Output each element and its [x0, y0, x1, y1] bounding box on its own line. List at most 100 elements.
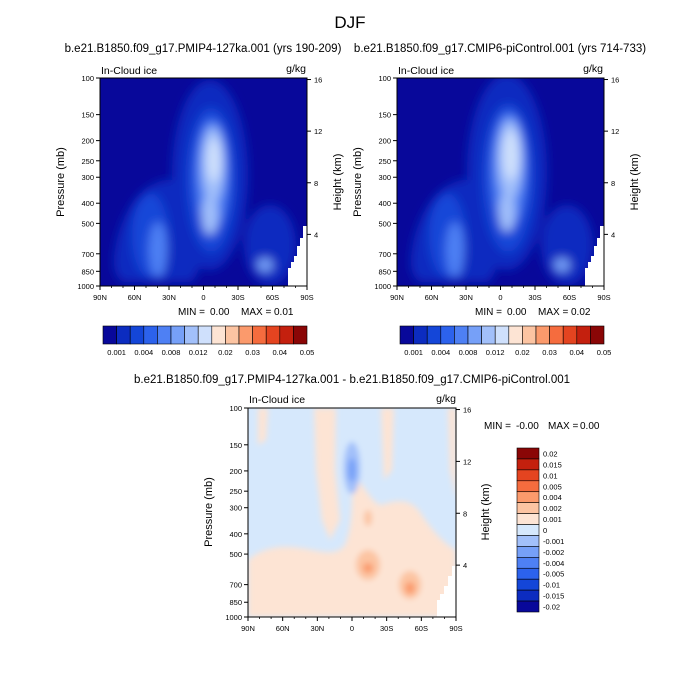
min-label: MIN = [475, 307, 502, 318]
colorbar-swatch [170, 325, 185, 345]
x-tick-label: 60N [276, 624, 290, 633]
colorbar-swatch [549, 325, 564, 345]
panel-units: g/kg [583, 63, 603, 75]
y-tick-label: 150 [81, 111, 94, 120]
colorbar-swatch [516, 469, 540, 482]
contour-field [100, 78, 307, 286]
colorbar-swatch [184, 325, 199, 345]
x-tick-label: 0 [498, 293, 502, 302]
y-tick-label: 850 [378, 267, 391, 276]
colorbar-swatch [494, 325, 510, 345]
x-tick-label: 60S [563, 293, 576, 302]
min-value: 0.00 [210, 307, 230, 318]
height-tick-label: 8 [611, 179, 615, 188]
y-tick-label: 1000 [225, 613, 242, 622]
x-tick-label: 30S [380, 624, 393, 633]
y-axis: Pressure (mb) 100 150 200 250 300 400 500 700 85… [352, 74, 397, 291]
y-tick-label: 500 [378, 219, 391, 228]
colorbar-label: 0.012 [189, 348, 208, 357]
right-axis: Height (km) 16 12 8 4 [456, 406, 492, 570]
colorbar: 0.001 0.004 0.008 0.012 0.02 0.03 0.04 0.05 [399, 325, 612, 357]
colorbar-swatch [535, 325, 550, 345]
colorbar: 0.02 0.015 0.01 0.005 0.004 0.002 0.001 0 -0.001… [516, 447, 564, 613]
x-tick-label: 90N [241, 624, 255, 633]
colorbar-label: -0.02 [543, 603, 560, 612]
min-value: 0.00 [507, 307, 527, 318]
max-value: 0.01 [274, 307, 294, 318]
region-positive-upper [364, 510, 372, 526]
colorbar-swatch [516, 578, 540, 591]
y-tick-label: 500 [81, 219, 94, 228]
colorbar-swatch [399, 325, 414, 345]
colorbar-swatch [413, 325, 428, 345]
x-tick-label: 60N [425, 293, 439, 302]
y-tick-label: 100 [378, 74, 391, 83]
y-tick-label: 1000 [374, 282, 391, 291]
region-s-blob [554, 258, 570, 272]
x-tick-label: 30S [528, 293, 541, 302]
colorbar-label: 0.001 [543, 515, 562, 524]
colorbar-swatch [129, 325, 145, 345]
colorbar-swatch [293, 325, 308, 345]
x-tick-label: 90S [597, 293, 610, 302]
colorbar-label: 0.03 [542, 348, 557, 357]
height-tick-label: 16 [611, 76, 619, 85]
panel-difference: b.e21.B1850.f09_g17.PMIP4-127ka.001 - b.… [134, 374, 600, 633]
panel-left-subtitle: In-Cloud ice [398, 65, 454, 77]
min-label: MIN = [484, 421, 511, 432]
colorbar-swatch [516, 458, 540, 471]
colorbar-label: 0.004 [543, 493, 562, 502]
panel-units: g/kg [436, 393, 456, 405]
colorbar-label: 0.002 [543, 504, 562, 513]
y-tick-label: 700 [229, 581, 242, 590]
height-tick-label: 12 [463, 457, 471, 466]
min-max-readout: MIN = 0.00 MAX = 0.02 [475, 307, 591, 318]
colorbar-swatch [157, 325, 172, 345]
colorbar-label: 0.004 [431, 348, 450, 357]
colorbar-label: 0.005 [543, 482, 562, 491]
colorbar-swatch [197, 325, 213, 345]
region-s-blob [257, 258, 273, 272]
panel-left-subtitle: In-Cloud ice [101, 65, 157, 77]
colorbar-swatch [516, 546, 540, 558]
colorbar-label: 0.04 [569, 348, 584, 357]
y-tick-label: 850 [229, 598, 242, 607]
y-tick-label: 200 [81, 137, 94, 146]
contour-field [248, 408, 456, 617]
region-core-peak [503, 130, 519, 180]
colorbar-label: 0.05 [597, 348, 612, 357]
height-tick-label: 12 [314, 127, 322, 136]
colorbar-swatch [440, 325, 455, 345]
colorbar-label: -0.005 [543, 570, 564, 579]
colorbar-swatch [454, 325, 469, 345]
y-tick-label: 700 [81, 250, 94, 259]
y-tick-label: 300 [229, 504, 242, 513]
colorbar-label: 0.02 [515, 348, 530, 357]
right-axis: Height (km) 16 12 8 4 [604, 76, 641, 239]
y-tick-label: 100 [229, 404, 242, 413]
y-tick-label: 500 [229, 550, 242, 559]
colorbar-swatch [516, 567, 540, 580]
x-tick-label: 30N [162, 293, 176, 302]
right-axis-label: Height (km) [629, 154, 641, 211]
min-max-readout: MIN = -0.00 MAX = 0.00 [484, 421, 600, 432]
y-axis-label: Pressure (mb) [352, 147, 364, 217]
y-tick-label: 150 [378, 111, 391, 120]
x-tick-label: 30S [231, 293, 244, 302]
right-axis-label: Height (km) [480, 484, 492, 541]
y-tick-label: 200 [229, 467, 242, 476]
colorbar-swatch [467, 325, 482, 345]
max-value: 0.02 [571, 307, 591, 318]
region-core-peak [207, 138, 221, 182]
colorbar-swatch [516, 491, 540, 503]
max-label: MAX = [538, 307, 568, 318]
colorbar-label: 0.012 [486, 348, 505, 357]
colorbar-swatch [516, 447, 540, 460]
colorbar-label: -0.002 [543, 548, 564, 557]
panel-title: b.e21.B1850.f09_g17.PMIP4-127ka.001 - b.… [134, 374, 570, 386]
colorbar-label: 0.02 [543, 449, 558, 458]
region-positive-tropics-core [363, 563, 373, 573]
x-tick-label: 90N [390, 293, 404, 302]
min-label: MIN = [178, 307, 205, 318]
colorbar-label: 0.015 [543, 460, 562, 469]
